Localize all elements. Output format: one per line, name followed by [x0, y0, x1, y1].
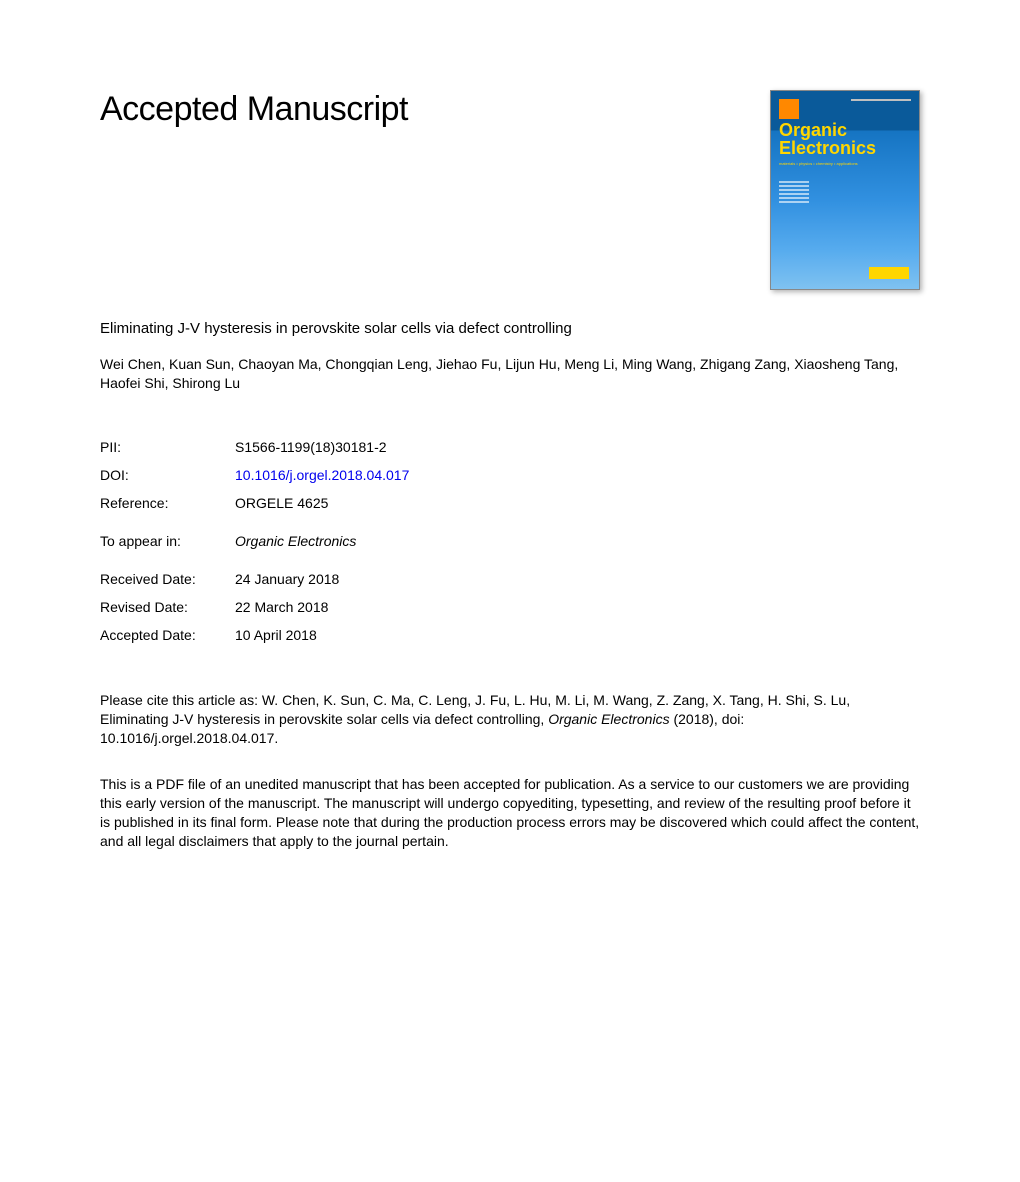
page-heading: Accepted Manuscript — [100, 90, 408, 129]
article-title: Eliminating J-V hysteresis in perovskite… — [100, 320, 920, 337]
cover-decor-line — [851, 99, 911, 101]
meta-row-revised: Revised Date: 22 March 2018 — [100, 593, 920, 621]
cover-journal-title: Organic Electronics — [779, 121, 911, 157]
meta-value-received: 24 January 2018 — [235, 565, 339, 593]
meta-value-journal: Organic Electronics — [235, 527, 356, 555]
doi-link[interactable]: 10.1016/j.orgel.2018.04.017 — [235, 461, 409, 489]
header-row: Accepted Manuscript Organic Electronics … — [100, 90, 920, 290]
metadata-table: PII: S1566-1199(18)30181-2 DOI: 10.1016/… — [100, 433, 920, 649]
meta-label: Reference: — [100, 489, 235, 517]
meta-value-reference: ORGELE 4625 — [235, 489, 328, 517]
meta-value-revised: 22 March 2018 — [235, 593, 328, 621]
meta-row-pii: PII: S1566-1199(18)30181-2 — [100, 433, 920, 461]
meta-label: Revised Date: — [100, 593, 235, 621]
author-list: Wei Chen, Kuan Sun, Chaoyan Ma, Chongqia… — [100, 355, 920, 393]
meta-row-received: Received Date: 24 January 2018 — [100, 565, 920, 593]
meta-value-pii: S1566-1199(18)30181-2 — [235, 433, 387, 461]
citation-paragraph: Please cite this article as: W. Chen, K.… — [100, 691, 920, 748]
disclaimer-paragraph: This is a PDF file of an unedited manusc… — [100, 775, 920, 851]
meta-label: To appear in: — [100, 527, 235, 555]
meta-label: PII: — [100, 433, 235, 461]
cover-publisher-badge — [869, 267, 909, 279]
meta-label: DOI: — [100, 461, 235, 489]
meta-label: Accepted Date: — [100, 621, 235, 649]
cover-journal-subtitle: materials • physics • chemistry • applic… — [779, 161, 858, 166]
meta-row-accepted: Accepted Date: 10 April 2018 — [100, 621, 920, 649]
citation-journal: Organic Electronics — [548, 711, 669, 727]
meta-row-appear-in: To appear in: Organic Electronics — [100, 527, 920, 555]
meta-value-accepted: 10 April 2018 — [235, 621, 317, 649]
cover-text-lines — [779, 181, 809, 205]
meta-label: Received Date: — [100, 565, 235, 593]
journal-cover-thumbnail: Organic Electronics materials • physics … — [770, 90, 920, 290]
meta-row-doi: DOI: 10.1016/j.orgel.2018.04.017 — [100, 461, 920, 489]
cover-accent-icon — [779, 99, 799, 119]
meta-row-reference: Reference: ORGELE 4625 — [100, 489, 920, 517]
